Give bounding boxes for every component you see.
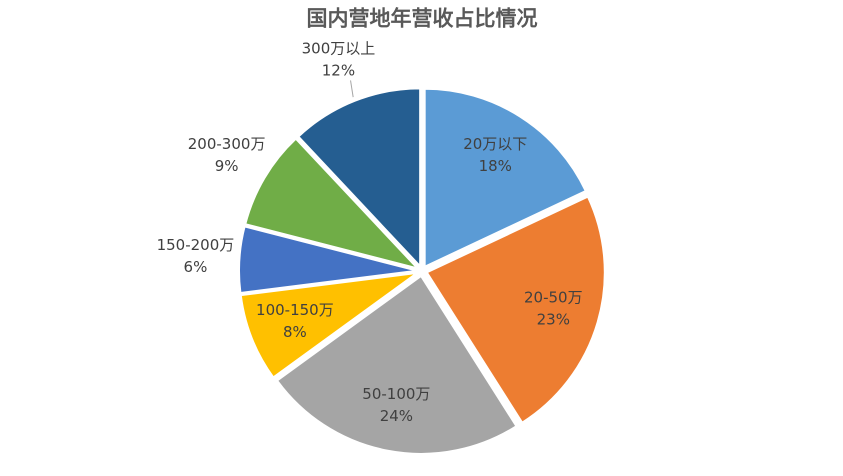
chart-title: 国内营地年营收占比情况 [307, 6, 538, 31]
slice-value-label: 12% [322, 61, 355, 79]
pie-slice [423, 87, 588, 269]
slice-value-label: 8% [283, 323, 307, 341]
slice-label: 20-50万 [524, 289, 583, 307]
slice-label: 50-100万 [362, 385, 430, 403]
slice-label: 100-150万 [256, 301, 334, 319]
pie-slice [238, 225, 418, 295]
leader-line [350, 80, 354, 98]
pie-slice [275, 274, 518, 455]
slice-label: 200-300万 [188, 135, 266, 153]
slice-value-label: 18% [479, 157, 512, 175]
slice-label: 300万以上 [302, 39, 376, 57]
slice-label: 20万以下 [463, 135, 527, 153]
slice-value-label: 9% [215, 157, 239, 175]
slice-value-label: 24% [380, 407, 413, 425]
slice-value-label: 6% [184, 258, 208, 276]
pie-slice [425, 195, 606, 425]
pie-slice [244, 137, 421, 271]
slice-label: 150-200万 [157, 236, 235, 254]
slice-value-label: 23% [537, 311, 570, 329]
pie-slice [296, 87, 422, 269]
pie-slice [239, 271, 418, 379]
